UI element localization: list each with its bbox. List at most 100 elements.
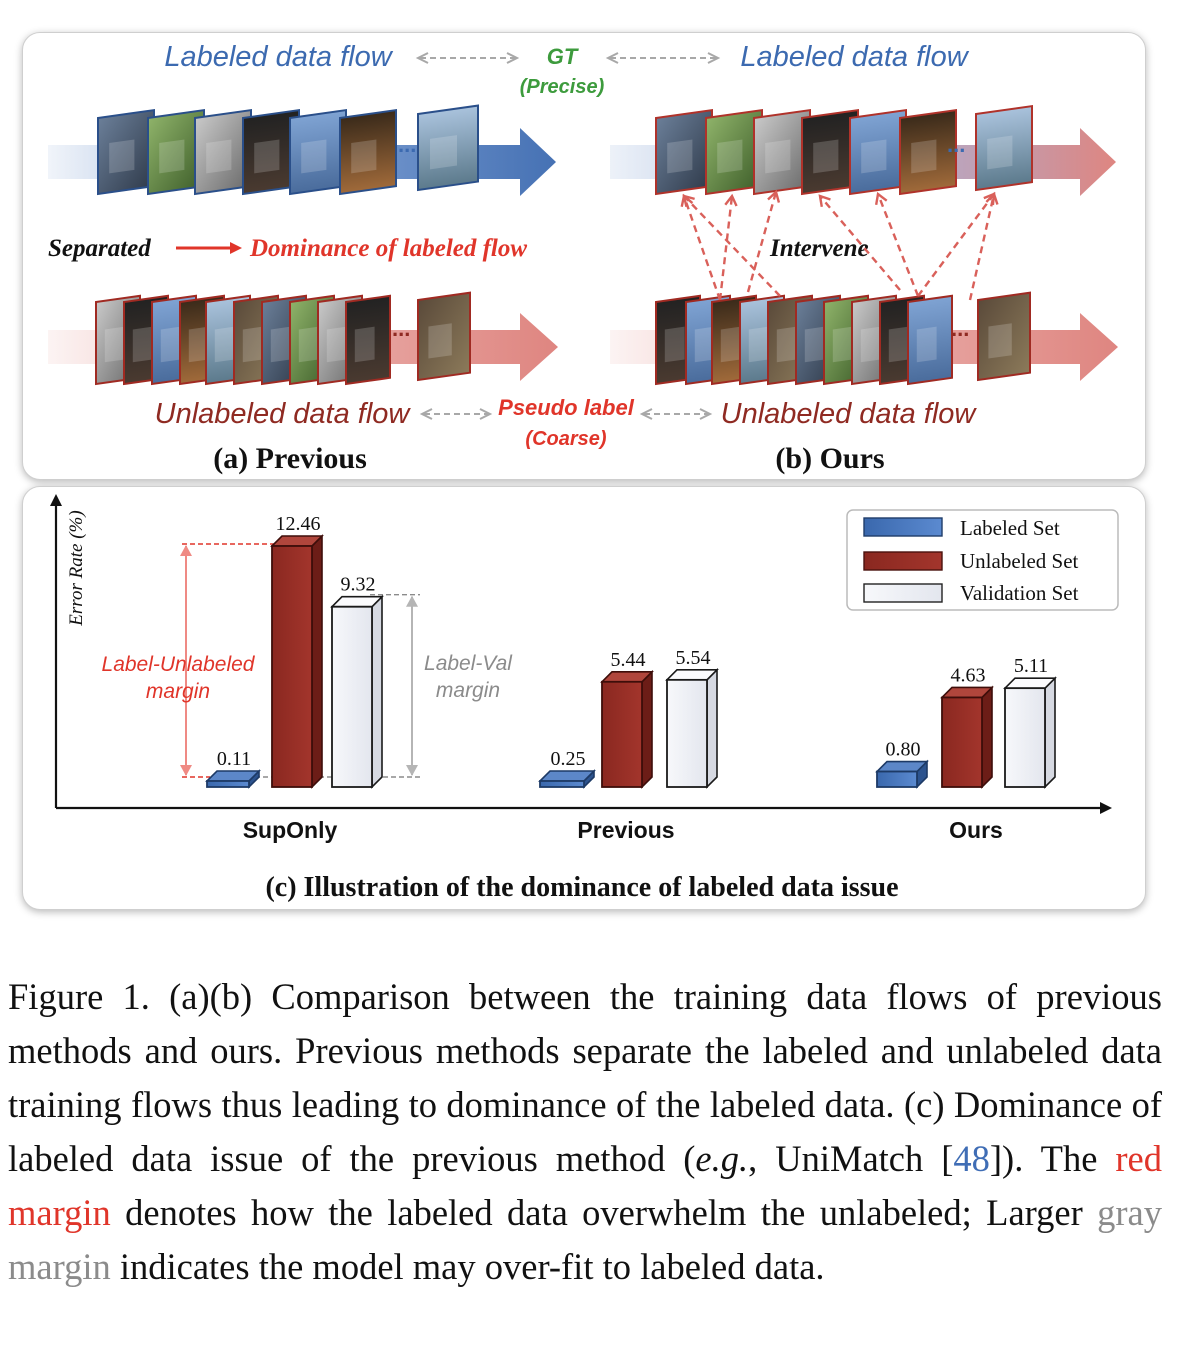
- intervene-arrowhead: [682, 194, 695, 207]
- pseudo-link-right-arrow: [639, 408, 713, 420]
- caption-red-margin: red margin: [8, 1138, 1162, 1233]
- y-axis: [50, 494, 62, 808]
- ellipsis-b-unlabeled: ...: [951, 316, 969, 341]
- label-unlabeled-margin-marker: [180, 543, 280, 778]
- intervene-arrows: [680, 189, 999, 301]
- pseudo-label: Pseudo label: [498, 395, 635, 420]
- labeled-flow-label-right: Labeled data flow: [740, 41, 969, 73]
- unlabeled-image-frame: [907, 294, 953, 386]
- ellipsis-a-labeled: ...: [398, 132, 416, 157]
- y-axis-label: Error Rate (%): [66, 510, 87, 626]
- caption-part5: indicates the model may over-fit to labe…: [110, 1246, 825, 1287]
- label-unlabeled-margin-line1: Label-Unlabeled: [102, 653, 256, 676]
- bar-value-label: 0.25: [551, 748, 586, 770]
- intervene-arrow: [682, 195, 722, 301]
- intervene-arrow: [718, 195, 734, 301]
- bar-value-label: 5.11: [1014, 655, 1048, 677]
- intervene-arrowhead: [874, 191, 888, 206]
- gt-sublabel: (Precise): [520, 76, 605, 98]
- bar-suponly-validation-set: 9.32: [330, 574, 384, 789]
- legend-label-labeled: Labeled Set: [960, 516, 1060, 540]
- gt-link-left-arrow: [415, 52, 520, 64]
- pseudo-sublabel: (Coarse): [525, 428, 606, 450]
- unlabeled-image-frame: [977, 291, 1031, 382]
- bar-previous-validation-set: 5.54: [665, 647, 719, 789]
- gt-link-right-arrow: [605, 52, 721, 64]
- label-val-margin-line1: Label-Val: [424, 652, 513, 675]
- bar-suponly-unlabeled-set: 12.46: [270, 513, 324, 789]
- pseudo-link-left-arrow: [419, 408, 493, 420]
- category-label-previous: Previous: [577, 817, 674, 843]
- subfigure-a-label: (a) Previous: [213, 442, 367, 475]
- intervene-arrow: [746, 191, 778, 293]
- chart-legend: Labeled Set Unlabeled Set Validation Set: [846, 509, 1119, 611]
- ellipsis-b-labeled: ...: [947, 132, 965, 157]
- bar-previous-unlabeled-set: 5.44: [600, 649, 654, 789]
- bar-previous-labeled-set: 0.25: [538, 748, 596, 789]
- intervene-label: Intervene: [769, 235, 869, 262]
- unlabeled-image-frame: [417, 291, 471, 382]
- caption-part1: Figure 1. (a)(b) Comparison between the …: [8, 976, 1162, 1179]
- bar-value-label: 4.63: [951, 664, 986, 686]
- label-unlabeled-margin-line2: margin: [146, 680, 210, 703]
- separated-label: Separated: [48, 235, 151, 262]
- intervened-labeled-image-frame: [975, 104, 1033, 192]
- bar-value-label: 5.44: [611, 649, 646, 671]
- intervened-labeled-image-frame: [753, 108, 811, 196]
- caption-gray-margin: gray margin: [8, 1192, 1162, 1287]
- intervene-arrowhead: [818, 194, 831, 208]
- category-label-suponly: SupOnly: [243, 817, 338, 843]
- intervened-labeled-image-frame: [705, 108, 763, 196]
- chart-title: (c) Illustration of the dominance of lab…: [265, 872, 898, 903]
- ellipsis-a-unlabeled: ...: [392, 316, 410, 341]
- dominance-label: Dominance of labeled flow: [249, 235, 527, 262]
- caption-part4: denotes how the labeled data overwhelm t…: [110, 1192, 1098, 1233]
- labeled-image-frame: [417, 104, 479, 192]
- intervene-arrow: [917, 193, 995, 297]
- intervened-labeled-image-frame: [801, 108, 859, 196]
- bar-ours-validation-set: 5.11: [1003, 655, 1057, 789]
- bar-ours-unlabeled-set: 4.63: [940, 664, 994, 789]
- intervened-labeled-image-frame: [849, 108, 907, 196]
- unlabeled-flow-label-right: Unlabeled data flow: [721, 398, 978, 430]
- intervene-arrow: [876, 193, 920, 297]
- intervened-labeled-image-frame: [899, 108, 957, 196]
- labeled-image-frame: [242, 108, 300, 196]
- intervene-arrow: [968, 193, 996, 301]
- bar-ours-labeled-set: 0.80: [875, 739, 929, 789]
- error-rate-chart: Error Rate (%) 0.11 12.46 9.32 0.25 5.44 5.54…: [50, 494, 1119, 903]
- gt-label: GT: [547, 44, 579, 69]
- category-label-ours: Ours: [949, 817, 1003, 843]
- labeled-image-frame: [289, 108, 347, 196]
- subfigure-b-label: (b) Ours: [775, 442, 884, 475]
- bar-value-label: 0.80: [886, 739, 921, 761]
- figure-caption: Figure 1. (a)(b) Comparison between the …: [8, 970, 1162, 1294]
- bar-suponly-labeled-set: 0.11: [205, 748, 261, 789]
- separated-arrow: [176, 242, 242, 254]
- legend-swatch-labeled: [863, 517, 943, 537]
- labeled-flow-label-left: Labeled data flow: [164, 41, 393, 73]
- bar-value-label: 5.54: [676, 647, 711, 669]
- labeled-image-frame: [339, 108, 397, 196]
- intervene-arrowhead: [767, 189, 781, 203]
- labeled-image-frame: [97, 108, 155, 196]
- caption-ref-link[interactable]: 48: [953, 1138, 990, 1179]
- label-val-margin-line2: margin: [436, 679, 500, 702]
- intervene-arrowhead: [985, 191, 999, 205]
- intervene-arrow: [819, 195, 901, 291]
- intervene-arrowhead: [724, 193, 738, 207]
- bar-value-label: 12.46: [276, 513, 321, 535]
- flow-comparison-panel: [22, 32, 1146, 480]
- labeled-image-frame: [147, 108, 205, 196]
- unlabeled-flow-label-left: Unlabeled data flow: [155, 398, 412, 430]
- flow-comparison-diagram: Labeled data flow GT (Precise) Labeled d…: [48, 41, 1118, 475]
- bar-value-label: 0.11: [217, 748, 251, 770]
- legend-swatch-validation: [863, 583, 943, 603]
- caption-part2: , UniMatch [: [748, 1138, 954, 1179]
- legend-label-unlabeled: Unlabeled Set: [960, 549, 1079, 573]
- legend-label-validation: Validation Set: [960, 581, 1079, 605]
- legend-swatch-unlabeled: [863, 551, 943, 571]
- unlabeled-image-frame: [345, 294, 391, 386]
- caption-eg: e.g.: [695, 1138, 749, 1179]
- bar-value-label: 9.32: [341, 574, 376, 596]
